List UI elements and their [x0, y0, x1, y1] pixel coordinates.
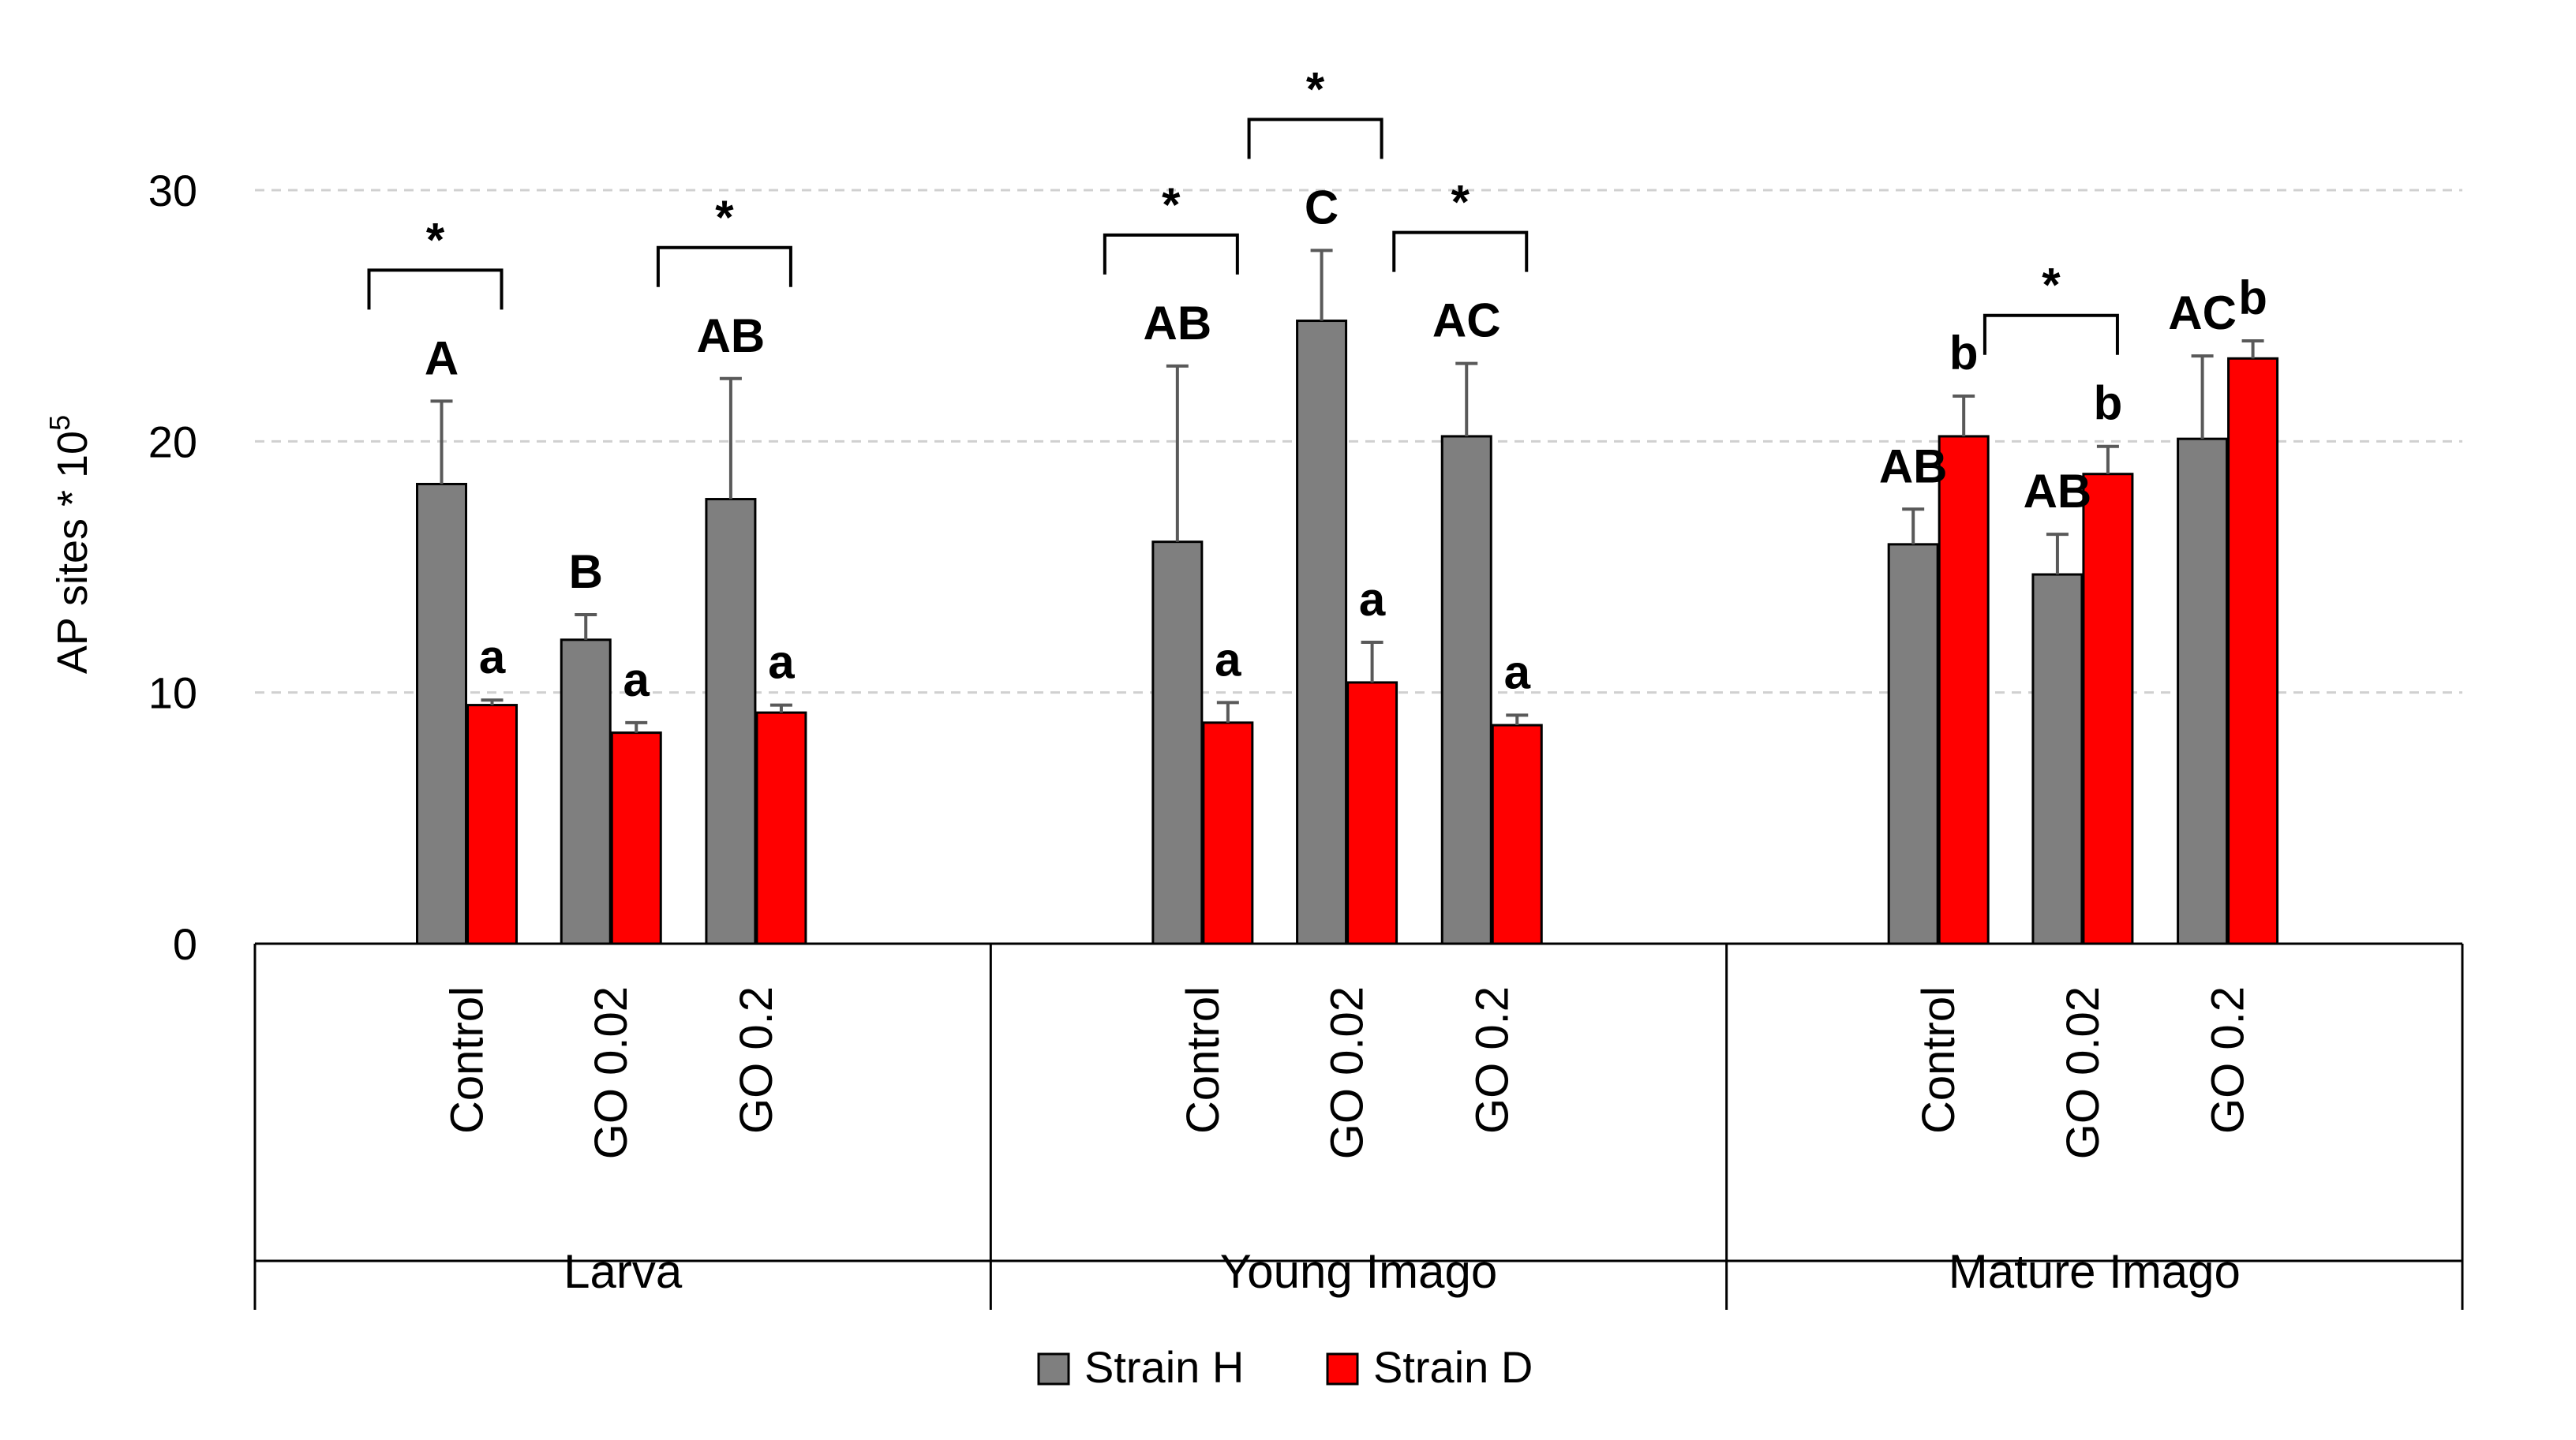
- legend-swatch: [1326, 1352, 1359, 1386]
- significance-letter: a: [1504, 645, 1531, 698]
- legend-label: Strain D: [1373, 1342, 1533, 1392]
- bar: [2177, 437, 2229, 945]
- category-label: Control: [1178, 986, 1229, 1134]
- significance-star: *: [1162, 178, 1181, 231]
- bar: [1202, 721, 1254, 945]
- bar: [1296, 320, 1348, 945]
- significance-letter: AB: [2024, 465, 2092, 518]
- bar: [2227, 357, 2279, 945]
- significance-letter: a: [1359, 573, 1386, 626]
- significance-letter: AB: [1879, 439, 1948, 492]
- significance-letter: A: [425, 331, 459, 384]
- group-label: Young Imago: [1220, 1245, 1497, 1298]
- significance-letter: AC: [2168, 286, 2237, 339]
- category-label: GO 0.02: [586, 986, 637, 1159]
- bars: [416, 249, 2279, 945]
- significance-letter: AC: [1432, 294, 1501, 347]
- category-label: GO 0.02: [2057, 986, 2109, 1159]
- y-tick-label: 20: [148, 417, 197, 466]
- group-label: Larva: [564, 1245, 683, 1298]
- significance-letter: b: [1949, 327, 1979, 380]
- significance-star: *: [426, 213, 445, 266]
- significance-star: *: [715, 191, 734, 244]
- significance-letter: B: [569, 545, 603, 598]
- significance-letter: AB: [1144, 297, 1212, 350]
- significance-letter: a: [1215, 633, 1241, 686]
- bar: [705, 498, 757, 945]
- y-tick-label: 30: [148, 166, 197, 215]
- significance-bracket: [1983, 313, 2119, 355]
- bar: [560, 638, 612, 945]
- y-tick-label: 10: [148, 668, 197, 718]
- legend-label: Strain H: [1084, 1342, 1244, 1392]
- significance-letter: C: [1305, 181, 1339, 234]
- significance-letter: b: [2238, 271, 2267, 324]
- bar: [2082, 473, 2134, 945]
- y-axis-label: AP sites * 105: [43, 415, 96, 674]
- bar: [2031, 573, 2084, 945]
- category-label: GO 0.2: [1466, 986, 1518, 1134]
- significance-star: *: [2042, 259, 2061, 312]
- bar: [1938, 435, 1990, 945]
- bar: [416, 482, 468, 945]
- bar: [1491, 724, 1543, 945]
- category-label: Control: [1913, 986, 1964, 1134]
- category-label: GO 0.02: [1322, 986, 1373, 1159]
- significance-letter: a: [768, 636, 795, 689]
- gridlines: [255, 189, 2462, 694]
- legend: Strain H Strain D: [1037, 1342, 1533, 1392]
- bar: [1151, 540, 1204, 945]
- significance-letter: a: [479, 630, 506, 683]
- bar: [1346, 681, 1398, 945]
- group-label: Mature Imago: [1949, 1245, 2241, 1298]
- legend-swatch: [1037, 1352, 1070, 1386]
- significance-bracket: [656, 245, 792, 287]
- bar: [755, 711, 807, 945]
- y-tick-label: 0: [173, 919, 197, 969]
- bar: [610, 731, 662, 945]
- significance-bracket: [1392, 230, 1529, 272]
- category-label: GO 0.2: [2203, 986, 2254, 1134]
- bar: [1887, 543, 1939, 945]
- significance-bracket: [1247, 118, 1383, 159]
- bar: [1440, 435, 1492, 945]
- significance-star: *: [1451, 176, 1470, 229]
- significance-letter: a: [623, 653, 650, 706]
- significance-letter: AB: [697, 309, 766, 362]
- significance-bracket: [1103, 233, 1239, 275]
- category-label: GO 0.2: [731, 986, 782, 1134]
- significance-letter: b: [2094, 377, 2123, 430]
- significance-star: *: [1306, 62, 1325, 115]
- category-label: Control: [442, 986, 493, 1134]
- significance-bracket: [367, 268, 504, 310]
- bar: [466, 704, 519, 945]
